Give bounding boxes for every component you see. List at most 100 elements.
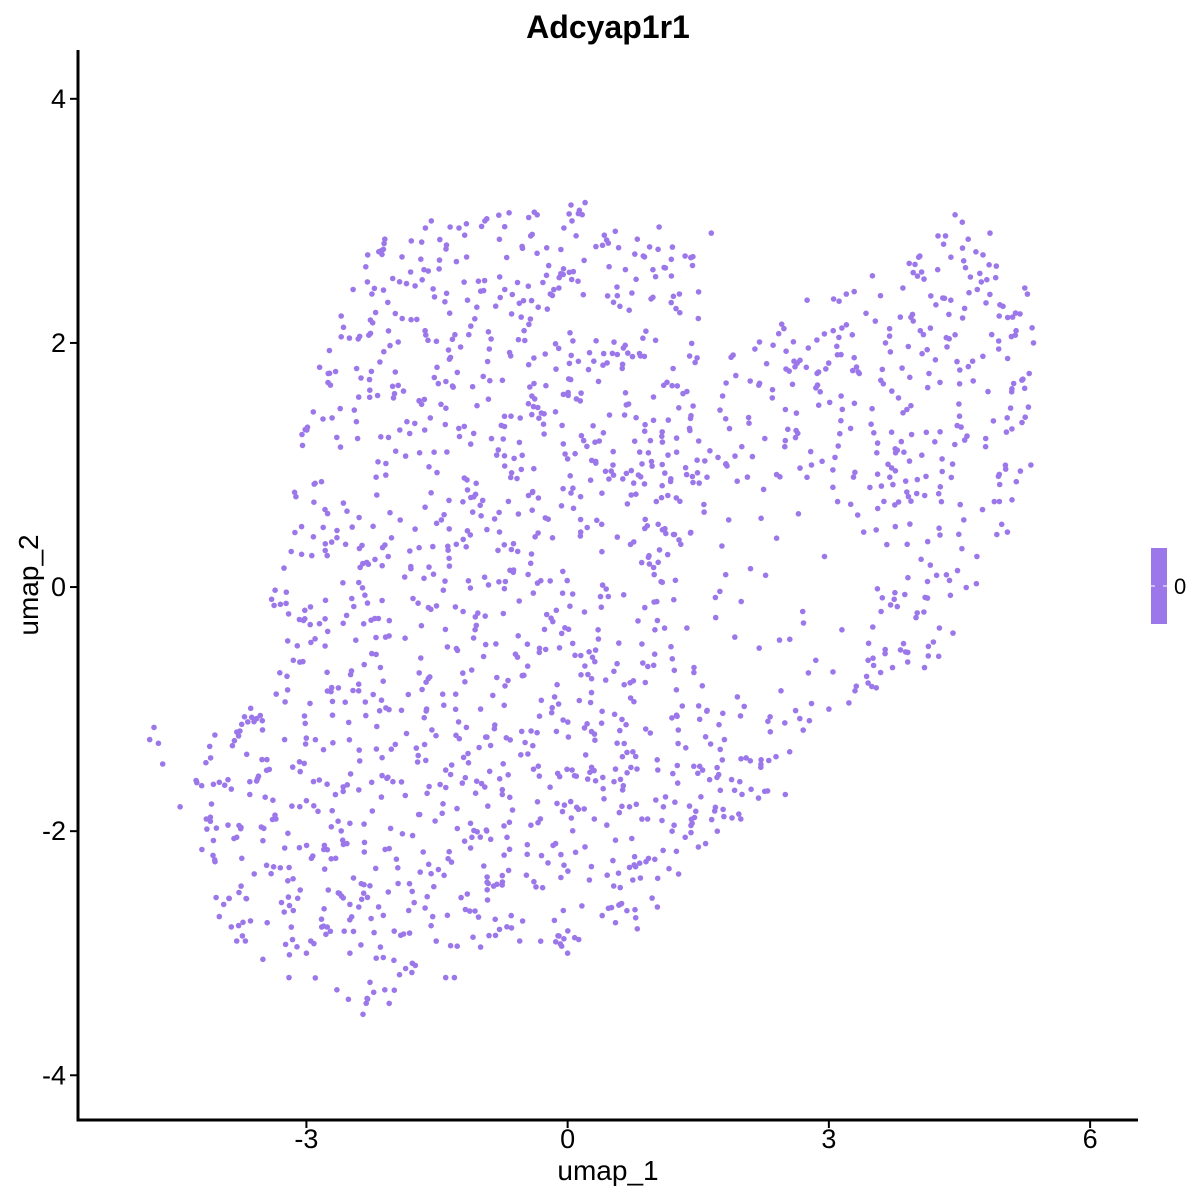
- data-point: [421, 427, 428, 433]
- data-point: [692, 359, 698, 366]
- data-point: [447, 224, 453, 230]
- data-point: [461, 838, 468, 844]
- data-point: [561, 936, 567, 942]
- data-point: [382, 987, 388, 993]
- data-point: [463, 724, 470, 731]
- data-point: [592, 778, 599, 784]
- data-point: [340, 895, 347, 901]
- data-point: [731, 787, 738, 794]
- data-point: [696, 716, 703, 723]
- data-point: [364, 252, 371, 258]
- data-point: [514, 654, 521, 660]
- data-point: [514, 475, 520, 482]
- data-point: [954, 422, 960, 429]
- data-point: [660, 804, 667, 810]
- data-point: [501, 852, 507, 858]
- data-point: [702, 458, 708, 464]
- data-point: [599, 490, 605, 497]
- data-point: [933, 302, 939, 308]
- data-point: [311, 499, 317, 506]
- data-point: [289, 764, 296, 770]
- data-point: [210, 837, 217, 844]
- data-point: [519, 452, 525, 459]
- data-point: [891, 596, 897, 603]
- data-point: [910, 269, 916, 276]
- data-point: [725, 517, 732, 523]
- data-point: [595, 378, 602, 385]
- data-point: [445, 543, 451, 550]
- data-point: [592, 658, 598, 665]
- data-point: [408, 563, 414, 570]
- data-point: [688, 340, 695, 347]
- data-point: [762, 572, 769, 579]
- data-point: [837, 430, 843, 437]
- data-point: [702, 734, 709, 740]
- data-point: [397, 517, 404, 523]
- data-point: [277, 601, 284, 608]
- data-point: [628, 764, 634, 771]
- data-point: [915, 254, 922, 260]
- data-point: [324, 552, 331, 559]
- data-point: [226, 895, 232, 902]
- data-point: [433, 603, 440, 609]
- data-point: [452, 604, 459, 610]
- data-point: [285, 878, 291, 884]
- data-point: [538, 852, 545, 859]
- data-point: [393, 856, 400, 862]
- data-point: [888, 465, 895, 471]
- data-point: [439, 810, 446, 817]
- data-point: [475, 914, 482, 920]
- data-point: [418, 239, 425, 245]
- data-point: [851, 288, 857, 295]
- data-point: [528, 728, 534, 734]
- data-point: [670, 365, 676, 372]
- data-point: [587, 699, 594, 706]
- data-point: [496, 509, 502, 516]
- data-point: [648, 458, 655, 465]
- data-point: [437, 781, 443, 788]
- data-point: [679, 703, 686, 709]
- data-point: [303, 735, 310, 741]
- data-point: [635, 618, 641, 624]
- data-point: [654, 757, 660, 763]
- data-point: [766, 757, 772, 764]
- data-point: [444, 644, 451, 650]
- data-point: [281, 909, 288, 915]
- data-point: [577, 533, 584, 539]
- data-point: [490, 692, 496, 699]
- data-point: [418, 622, 425, 629]
- data-point: [550, 618, 556, 625]
- data-point: [773, 535, 780, 541]
- data-point: [675, 740, 681, 747]
- data-point: [535, 304, 541, 311]
- data-point: [429, 727, 435, 733]
- data-point: [674, 762, 681, 769]
- data-point: [561, 225, 567, 231]
- data-point: [897, 647, 904, 653]
- data-point: [650, 564, 657, 571]
- data-point: [561, 862, 567, 868]
- data-point: [826, 706, 832, 712]
- data-point: [485, 880, 492, 887]
- data-point: [433, 338, 440, 345]
- data-point: [609, 350, 616, 357]
- data-point: [492, 932, 499, 939]
- data-point: [367, 979, 373, 986]
- data-point: [502, 683, 508, 689]
- data-point: [936, 525, 942, 531]
- data-point: [567, 603, 573, 609]
- data-point: [472, 790, 479, 796]
- data-point: [566, 211, 572, 217]
- data-point: [421, 741, 428, 748]
- data-point: [525, 751, 531, 757]
- data-point: [502, 286, 508, 293]
- data-point: [673, 495, 680, 501]
- data-point: [995, 338, 1002, 344]
- data-point: [401, 574, 408, 580]
- data-point: [878, 483, 885, 489]
- data-point: [952, 332, 958, 338]
- data-point: [769, 395, 776, 401]
- data-point: [923, 429, 930, 436]
- data-point: [579, 211, 585, 218]
- data-point: [698, 794, 704, 800]
